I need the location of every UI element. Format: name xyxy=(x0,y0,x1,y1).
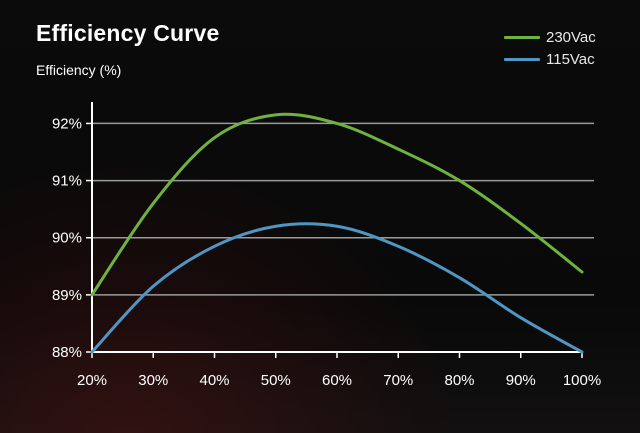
tick-label-layer: 88% 89% 90% 91% 92% 20% 30% 40% 50% 60% 70% 80% 90% 1… xyxy=(52,115,601,389)
y-tick-label: 91% xyxy=(52,173,82,190)
x-tick-label: 90% xyxy=(506,372,536,389)
axis-layer xyxy=(86,102,583,358)
y-tick-label: 89% xyxy=(52,287,82,304)
series-line-230vac xyxy=(90,112,584,297)
legend: 230Vac 115Vac xyxy=(504,26,596,70)
legend-item-115vac: 115Vac xyxy=(504,48,596,70)
legend-swatch-115vac xyxy=(504,57,540,61)
series-layer xyxy=(90,112,584,354)
legend-item-230vac: 230Vac xyxy=(504,26,596,48)
x-tick-label: 40% xyxy=(199,372,229,389)
x-tick-label: 60% xyxy=(322,372,352,389)
x-tick-label: 80% xyxy=(444,372,474,389)
y-tick-label: 92% xyxy=(52,115,82,132)
x-tick-label: 50% xyxy=(261,372,291,389)
grid-layer xyxy=(92,122,594,296)
x-tick-label: 70% xyxy=(383,372,413,389)
x-tick-label: 100% xyxy=(563,372,601,389)
legend-label-230vac: 230Vac xyxy=(546,28,596,46)
series-line-115vac xyxy=(90,222,584,354)
legend-label-115vac: 115Vac xyxy=(546,50,595,68)
legend-swatch-230vac xyxy=(504,35,540,39)
y-tick-label: 88% xyxy=(52,344,82,361)
y-tick-label: 90% xyxy=(52,230,82,247)
x-tick-label: 20% xyxy=(77,372,107,389)
x-tick-label: 30% xyxy=(138,372,168,389)
y-axis-label: Efficiency (%) xyxy=(36,62,122,78)
chart-title: Efficiency Curve xyxy=(36,20,220,46)
